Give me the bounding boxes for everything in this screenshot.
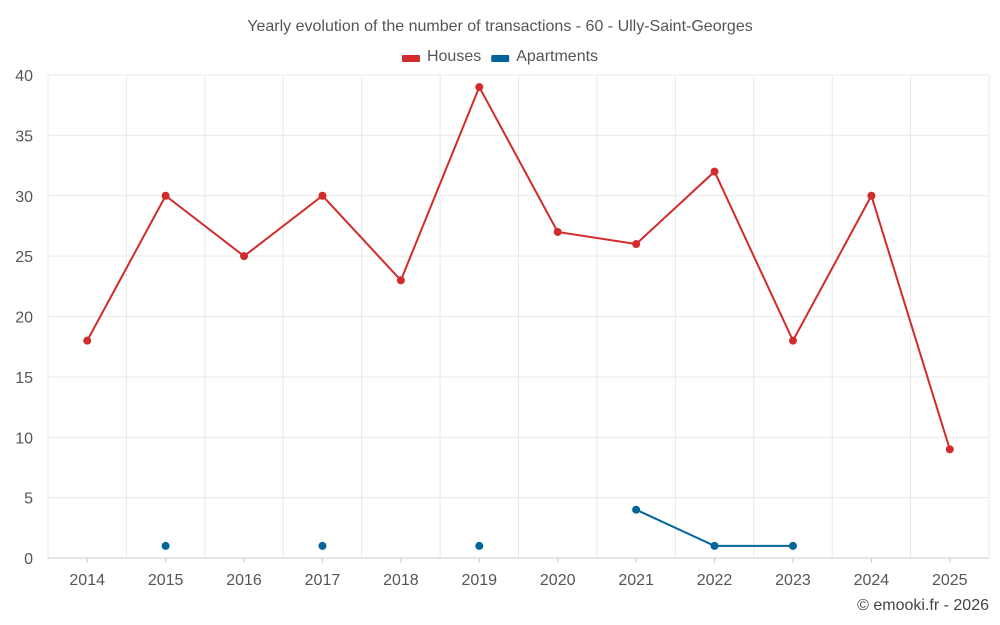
legend: Houses Apartments (401, 48, 598, 65)
x-tick-label: 2018 (383, 572, 419, 589)
series-apartments (161, 505, 797, 550)
y-tick-label: 0 (24, 551, 33, 568)
legend-label-houses: Houses (427, 48, 481, 65)
legend-item-apartments: Apartments (491, 48, 598, 65)
houses-point (553, 227, 562, 236)
x-axis: 2014 2015 2016 2017 2018 2019 2020 2021 2022 2023… (69, 558, 968, 589)
houses-line (86, 84, 951, 450)
x-tick-label: 2016 (226, 572, 262, 589)
apartments-point (318, 541, 327, 550)
apartments-point (161, 541, 170, 550)
y-tick-label: 10 (15, 430, 33, 447)
houses-point (318, 191, 327, 200)
houses-point (710, 167, 719, 176)
apartments-line (635, 508, 793, 547)
x-tick-label: 2025 (932, 572, 968, 589)
y-axis: 0 5 10 15 20 25 30 35 40 (15, 68, 33, 568)
legend-label-apartments: Apartments (516, 48, 598, 65)
x-tick-label: 2023 (775, 572, 811, 589)
series-houses (83, 83, 954, 454)
y-tick-label: 20 (15, 310, 33, 327)
houses-point (788, 336, 797, 345)
chart-title: Yearly evolution of the number of transa… (247, 18, 752, 35)
y-tick-label: 30 (15, 189, 33, 206)
houses-point (396, 276, 405, 285)
x-tick-label: 2021 (618, 572, 654, 589)
houses-point (83, 336, 92, 345)
x-tick-label: 2017 (305, 572, 341, 589)
apartments-point (475, 541, 484, 550)
y-tick-label: 25 (15, 249, 33, 266)
apartments-point (788, 541, 797, 550)
y-tick-label: 40 (15, 68, 33, 85)
houses-point (945, 445, 954, 454)
legend-swatch-apartments (491, 55, 510, 62)
houses-point (867, 191, 876, 200)
grid (47, 74, 990, 559)
y-tick-label: 15 (15, 370, 33, 387)
houses-point (475, 83, 484, 92)
apartments-point (710, 541, 719, 550)
x-tick-label: 2015 (148, 572, 184, 589)
x-tick-label: 2019 (461, 572, 497, 589)
x-tick-label: 2020 (540, 572, 576, 589)
y-tick-label: 5 (24, 491, 33, 508)
houses-point (161, 191, 170, 200)
x-tick-label: 2024 (854, 572, 890, 589)
y-tick-label: 35 (15, 128, 33, 145)
x-tick-label: 2014 (69, 572, 105, 589)
credit-text: © emooki.fr - 2026 (857, 597, 989, 614)
legend-swatch-houses (401, 55, 420, 62)
legend-item-houses: Houses (401, 48, 481, 65)
apartments-point (632, 505, 641, 514)
x-tick-label: 2022 (697, 572, 733, 589)
houses-point (240, 252, 249, 261)
series-group (83, 83, 954, 550)
houses-point (632, 240, 641, 249)
